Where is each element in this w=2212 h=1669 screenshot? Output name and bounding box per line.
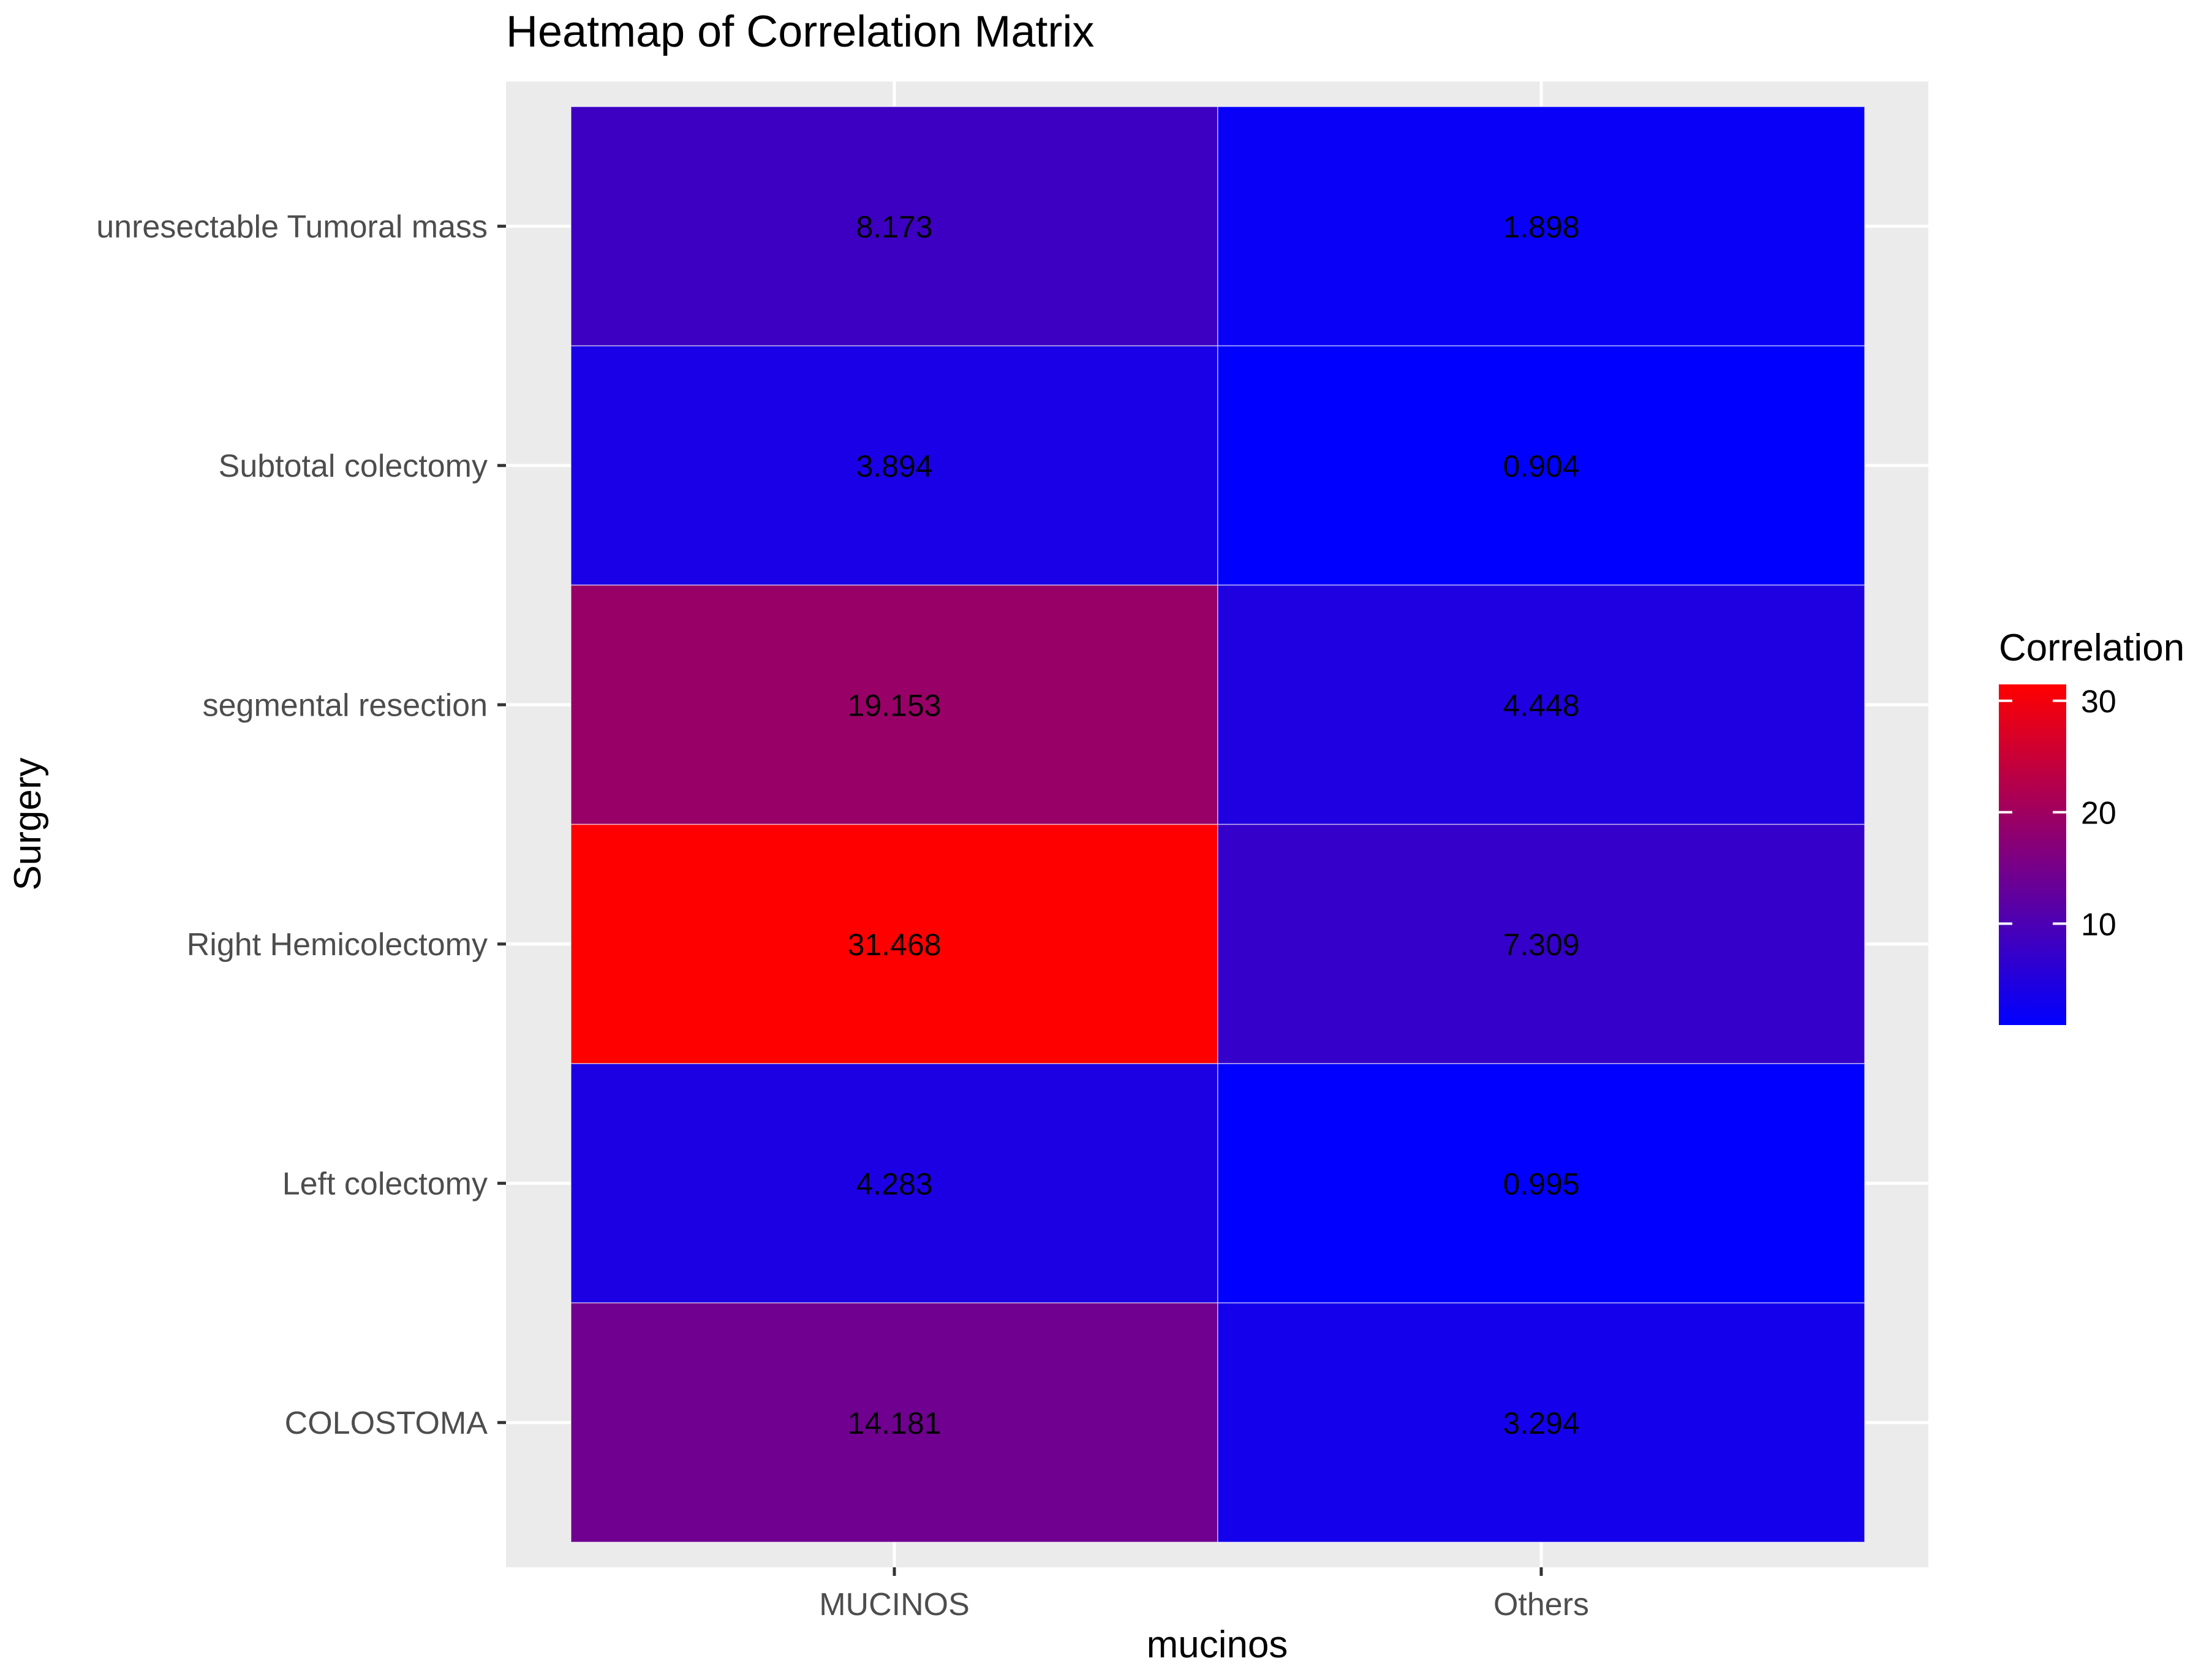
y-tick-label: Subtotal colectomy xyxy=(219,448,488,484)
legend-tick-label: 20 xyxy=(2081,796,2116,831)
cell-value-label: 1.898 xyxy=(1503,210,1579,244)
x-axis-title: mucinos xyxy=(1147,1624,1288,1666)
cell-value-label: 7.309 xyxy=(1503,928,1579,962)
heatmap-cell xyxy=(570,345,1218,586)
x-tick-label: MUCINOS xyxy=(819,1587,970,1622)
x-axis: MUCINOS Others xyxy=(819,1567,1589,1622)
heatmap-cell xyxy=(1217,106,1865,347)
heatmap-cell xyxy=(1217,345,1865,586)
chart-title: Heatmap of Correlation Matrix xyxy=(506,7,1094,56)
legend-title: Correlation xyxy=(1999,627,2184,669)
y-tick-label: Left colectomy xyxy=(282,1166,488,1202)
heatmap-cell xyxy=(1217,1302,1865,1543)
legend-colorbar xyxy=(1999,684,2066,1025)
y-tick-label: COLOSTOMA xyxy=(285,1406,488,1441)
legend-tick-label: 10 xyxy=(2081,907,2116,943)
heatmap-cell xyxy=(1217,585,1865,825)
heatmap-cell xyxy=(570,823,1218,1064)
x-tick-label: Others xyxy=(1493,1587,1589,1622)
heatmap-cell xyxy=(570,585,1218,825)
legend-ticks: 10 20 30 xyxy=(1999,684,2116,943)
heatmap-cell xyxy=(570,106,1218,347)
cell-value-label: 4.283 xyxy=(856,1167,932,1201)
cell-value-label: 3.294 xyxy=(1503,1406,1579,1440)
cell-value-label: 19.153 xyxy=(848,688,942,722)
heatmap-cell xyxy=(1217,823,1865,1064)
heatmap-cell xyxy=(570,1063,1218,1304)
y-axis: unresectable Tumoral mass Subtotal colect… xyxy=(96,209,506,1441)
cell-value-label: 8.173 xyxy=(856,210,932,244)
heatmap-cell xyxy=(1217,1063,1865,1304)
heatmap-cell xyxy=(570,1302,1218,1543)
y-axis-title: Surgery xyxy=(7,757,49,890)
cell-value-label: 0.904 xyxy=(1503,449,1579,483)
y-tick-label: unresectable Tumoral mass xyxy=(96,209,488,244)
heatmap-cells xyxy=(570,106,1865,1543)
cell-value-label: 3.894 xyxy=(856,449,932,483)
y-tick-label: Right Hemicolectomy xyxy=(187,927,488,963)
y-tick-label: segmental resection xyxy=(203,687,488,723)
cell-value-label: 4.448 xyxy=(1503,688,1579,722)
cell-value-label: 14.181 xyxy=(848,1406,942,1440)
cell-value-label: 0.995 xyxy=(1503,1167,1579,1201)
cell-value-labels: 8.173 1.898 3.894 0.904 19.153 4.448 31.468 7.3… xyxy=(848,210,1580,1440)
color-legend: Correlation 10 20 30 xyxy=(1999,627,2184,1025)
legend-tick-label: 30 xyxy=(2081,684,2116,720)
cell-value-label: 31.468 xyxy=(848,928,942,962)
